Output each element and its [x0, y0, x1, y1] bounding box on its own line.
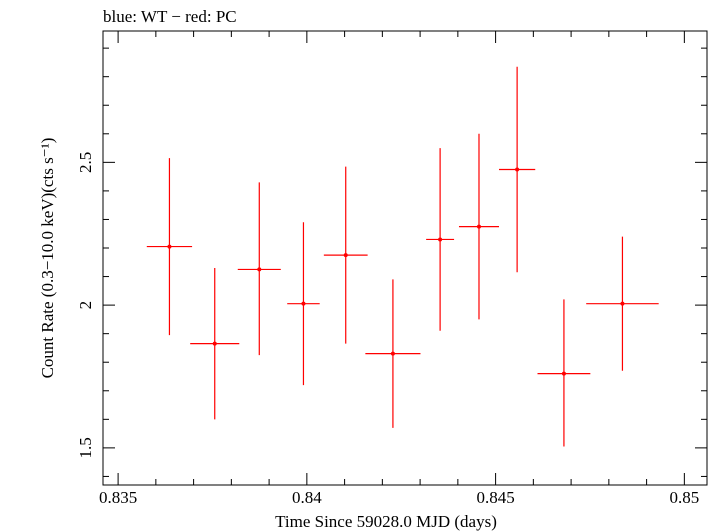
data-point — [287, 222, 320, 386]
data-point — [323, 166, 368, 344]
data-point — [146, 158, 193, 336]
point-marker — [476, 224, 481, 229]
data-point — [586, 236, 659, 371]
data-point — [458, 133, 499, 320]
data-point — [237, 182, 281, 356]
x-tick-label: 0.845 — [476, 488, 514, 507]
x-axis-label: Time Since 59028.0 MJD (days) — [275, 512, 497, 531]
data-point — [537, 299, 591, 447]
data-point — [426, 148, 455, 331]
chart-title: blue: WT − red: PC — [103, 7, 237, 26]
point-marker — [438, 237, 443, 242]
y-axis-label: Count Rate (0.3−10.0 keV)(cts s⁻¹) — [38, 138, 57, 379]
point-marker — [212, 341, 217, 346]
point-marker — [561, 371, 566, 376]
point-marker — [620, 301, 625, 306]
data-point — [498, 66, 536, 273]
point-marker — [257, 267, 262, 272]
axis-ticks: 0.835 0.84 0.845 0.85 1.5 2 2.5 — [76, 31, 707, 507]
point-marker — [343, 253, 348, 258]
x-tick-label: 0.835 — [99, 488, 137, 507]
point-marker — [167, 244, 172, 249]
y-tick-label: 1.5 — [76, 437, 95, 458]
plot-frame — [102, 30, 708, 486]
point-marker — [301, 301, 306, 306]
data-point — [190, 267, 240, 420]
data-points — [146, 66, 659, 447]
x-tick-label: 0.85 — [669, 488, 699, 507]
point-marker — [515, 167, 520, 172]
point-marker — [390, 351, 395, 356]
x-tick-label: 0.84 — [292, 488, 322, 507]
data-point — [365, 279, 421, 428]
y-tick-label: 2.5 — [76, 152, 95, 173]
y-tick-label: 2 — [76, 301, 95, 310]
